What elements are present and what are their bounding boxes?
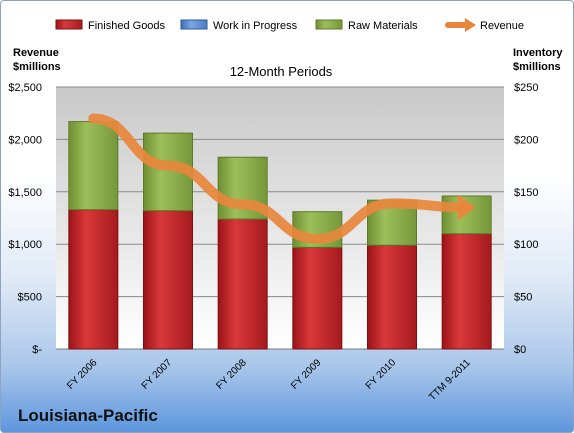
right-tick-label: $200 xyxy=(514,134,538,146)
bar-finished-goods xyxy=(68,209,119,350)
bar-finished-goods xyxy=(292,246,343,350)
bars xyxy=(68,121,492,350)
left-axis-title-line1: Revenue xyxy=(13,47,59,59)
right-tick-label: $50 xyxy=(514,292,532,304)
right-tick-label: $150 xyxy=(514,187,538,199)
revenue-line xyxy=(88,113,472,244)
chart-title: 12-Month Periods xyxy=(230,64,333,79)
x-tick-label: TTM 9-2011 xyxy=(427,357,473,403)
bar-raw-materials xyxy=(68,121,119,211)
x-tick-label: FY 2010 xyxy=(364,357,399,392)
revenue-arrowhead xyxy=(457,194,476,221)
right-tick-label: $100 xyxy=(514,239,538,251)
bar-finished-goods xyxy=(217,218,268,350)
legend-label: Finished Goods xyxy=(88,20,166,32)
x-tick-label: FY 2007 xyxy=(140,357,175,392)
legend-label: Raw Materials xyxy=(348,20,418,32)
legend-swatch-work-in-progress xyxy=(180,19,208,30)
x-tick-label: FY 2006 xyxy=(65,357,100,392)
legend-label: Work in Progress xyxy=(213,20,298,32)
left-tick-label: $2,000 xyxy=(8,134,42,146)
x-tick-label: FY 2009 xyxy=(289,357,324,392)
legend-label: Revenue xyxy=(480,20,524,32)
left-tick-label: $2,500 xyxy=(8,82,42,94)
legend: Finished Goods Work in Progress Raw Materi… xyxy=(55,18,524,32)
left-axis-title: Revenue $millions xyxy=(13,47,62,73)
left-tick-label: $500 xyxy=(18,292,42,304)
bar-finished-goods xyxy=(441,233,492,350)
bar-finished-goods xyxy=(367,244,417,350)
right-axis-title-line2: $millions xyxy=(513,61,561,73)
x-tick-label: FY 2008 xyxy=(214,357,249,392)
left-tick-label: $1,500 xyxy=(8,187,42,199)
left-tick-label: $- xyxy=(32,344,42,356)
revenue-series xyxy=(88,113,476,244)
legend-swatch-finished-goods xyxy=(55,19,83,30)
gridlines xyxy=(56,86,504,350)
left-axis-title-line2: $millions xyxy=(13,61,61,73)
company-name: Louisiana-Pacific xyxy=(18,406,158,425)
legend-swatch-raw-materials xyxy=(315,19,343,30)
right-tick-label: $0 xyxy=(514,344,526,356)
right-axis-title-line1: Inventory xyxy=(513,47,563,59)
legend-swatch-revenue-arrow xyxy=(465,18,476,32)
bar-finished-goods xyxy=(143,210,193,350)
right-tick-label: $250 xyxy=(514,82,538,94)
left-tick-label: $1,000 xyxy=(8,239,42,251)
right-axis-title: Inventory $millions xyxy=(513,47,566,73)
